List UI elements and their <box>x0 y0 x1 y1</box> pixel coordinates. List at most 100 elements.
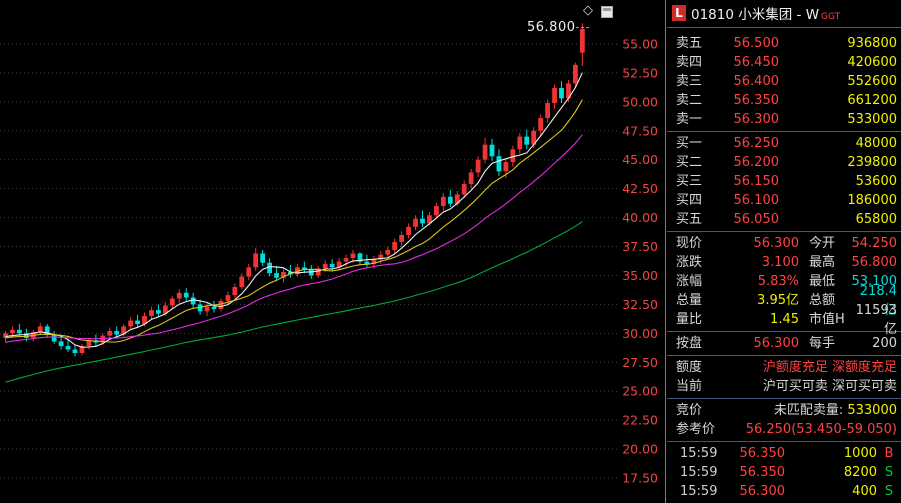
chart-canvas: 55.00 52.50 50.00 47.50 45.00 42.50 40.00 37.50… <box>0 23 658 485</box>
ma5-line <box>5 72 583 348</box>
sell1-label: 卖一 <box>676 112 703 127</box>
tick-row: 15:59 56.350 1000 B <box>667 444 901 463</box>
board-price-label: 按盘 <box>676 336 703 351</box>
svg-text:52.50: 52.50 <box>622 65 658 80</box>
sell-row-2[interactable]: 卖二 56.350 661200 <box>667 91 901 110</box>
reference-price-label: 参考价 <box>676 422 716 437</box>
margin-flag-badge: L <box>672 4 686 21</box>
ma10-line <box>5 99 583 343</box>
ma20-line <box>5 134 583 343</box>
tick-side: S <box>884 465 894 480</box>
sell3-volume: 552600 <box>847 74 897 89</box>
stats-row: 涨幅 5.83% 最低 53.100 <box>667 272 901 291</box>
tick-side: S <box>884 484 894 499</box>
tick-price: 56.300 <box>739 484 786 499</box>
buy5-volume: 65800 <box>855 212 897 227</box>
sell4-volume: 420600 <box>847 55 897 70</box>
annotation-leader-line <box>576 27 589 28</box>
buy1-price: 56.250 <box>733 136 780 151</box>
auction-label: 竞价 <box>676 403 703 418</box>
stock-title[interactable]: 01810 小米集团 - W <box>691 6 820 23</box>
svg-text:47.50: 47.50 <box>622 123 658 138</box>
svg-text:40.00: 40.00 <box>622 210 658 225</box>
open-label: 今开 <box>809 236 836 251</box>
current-label: 当前 <box>676 379 703 394</box>
volume-ratio-value: 1.45 <box>770 312 799 327</box>
volume-ratio-label: 量比 <box>676 312 703 327</box>
last-price-label: 现价 <box>676 236 703 251</box>
tick-list[interactable]: 15:59 56.350 1000 B 15:59 56.350 8200 S … <box>667 444 901 503</box>
sell-row-3[interactable]: 卖三 56.400 552600 <box>667 72 901 91</box>
total-volume-value: 3.95亿 <box>757 293 799 308</box>
buy4-volume: 186000 <box>847 193 897 208</box>
sell-row-4[interactable]: 卖四 56.450 420600 <box>667 53 901 72</box>
buy4-price: 56.100 <box>733 193 780 208</box>
svg-text:22.50: 22.50 <box>622 413 658 428</box>
high-label: 最高 <box>809 255 836 270</box>
quote-panel: L 01810 小米集团 - W GGT 卖五 56.500 936800 卖四… <box>667 0 901 503</box>
quota-row: 额度 沪额度充足 深额度充足 <box>667 358 901 377</box>
sell5-label: 卖五 <box>676 36 703 51</box>
quota-label: 额度 <box>676 360 703 375</box>
sell3-price: 56.400 <box>733 74 780 89</box>
auction-value-group: 未匹配卖量: 533000 <box>719 401 901 420</box>
buy-queue: 买一 56.250 48000 买二 56.200 239800 买三 56.1… <box>667 134 901 229</box>
svg-text:27.50: 27.50 <box>622 355 658 370</box>
high-value: 56.800 <box>851 255 898 270</box>
tick-volume: 8200 <box>843 465 877 480</box>
svg-text:45.00: 45.00 <box>622 152 658 167</box>
buy4-label: 买四 <box>676 193 703 208</box>
stats-block: 现价 56.300 今开 54.250 涨跌 3.100 最高 56.800 涨… <box>667 234 901 337</box>
diamond-marker-icon: ◇ <box>583 3 593 18</box>
lot-size-label: 每手 <box>809 336 836 351</box>
ggt-tag: GGT <box>821 12 841 22</box>
sell5-volume: 936800 <box>847 36 897 51</box>
quote-header: L 01810 小米集团 - W GGT <box>667 0 901 25</box>
buy2-price: 56.200 <box>733 155 780 170</box>
separator <box>667 131 901 132</box>
tick-volume: 1000 <box>843 446 877 461</box>
chart-window-icon[interactable] <box>601 6 613 18</box>
change-label: 涨跌 <box>676 255 703 270</box>
buy-row-1[interactable]: 买一 56.250 48000 <box>667 134 901 153</box>
market-cap-value: 11593亿 <box>855 302 897 337</box>
buy-row-2[interactable]: 买二 56.200 239800 <box>667 153 901 172</box>
candlestick-chart[interactable]: 55.00 52.50 50.00 47.50 45.00 42.50 40.00 37.50… <box>0 0 664 503</box>
buy-row-5[interactable]: 买五 56.050 65800 <box>667 210 901 229</box>
quota-status: 沪额度充足 深额度充足 <box>762 360 897 375</box>
tick-time: 15:59 <box>680 484 718 499</box>
tick-row: 15:59 56.300 400 S <box>667 482 901 501</box>
sell-row-1[interactable]: 卖一 56.300 533000 <box>667 110 901 129</box>
stats-row: 总量 3.95亿 总额 218.4亿 <box>667 284 901 318</box>
tick-row: 15:59 56.350 8200 S <box>667 463 901 482</box>
sell2-label: 卖二 <box>676 93 703 108</box>
total-volume-label: 总量 <box>676 293 703 308</box>
sell4-label: 卖四 <box>676 55 703 70</box>
auction-row: 竞价 未匹配卖量: 533000 <box>667 401 901 420</box>
stats-row: 现价 56.300 今开 54.250 <box>667 234 901 253</box>
tick-time: 15:59 <box>680 465 718 480</box>
turnover-value: 218.4亿 <box>859 283 897 318</box>
buy1-volume: 48000 <box>855 136 897 151</box>
last-price-value: 56.300 <box>753 236 800 251</box>
tick-price: 56.350 <box>739 465 786 480</box>
trade-permission-row: 当前 沪可买可卖 深可买可卖 <box>667 377 901 396</box>
panel-divider <box>665 0 666 503</box>
separator <box>667 441 901 442</box>
sell1-volume: 533000 <box>847 112 897 127</box>
tick-time: 15:59 <box>680 446 718 461</box>
svg-text:35.00: 35.00 <box>622 268 658 283</box>
sell2-price: 56.350 <box>733 93 780 108</box>
tick-price: 56.350 <box>739 446 786 461</box>
buy3-label: 买三 <box>676 174 703 189</box>
open-value: 54.250 <box>851 236 898 251</box>
trade-permission-status: 沪可买可卖 深可买可卖 <box>762 379 897 394</box>
buy-row-3[interactable]: 买三 56.150 53600 <box>667 172 901 191</box>
reference-price-row: 参考价 56.250(53.450-59.050) <box>667 420 901 439</box>
low-label: 最低 <box>809 274 836 289</box>
svg-text:32.50: 32.50 <box>622 297 658 312</box>
buy-row-4[interactable]: 买四 56.100 186000 <box>667 191 901 210</box>
tick-side: B <box>884 446 894 461</box>
sell-row-5[interactable]: 卖五 56.500 936800 <box>667 34 901 53</box>
